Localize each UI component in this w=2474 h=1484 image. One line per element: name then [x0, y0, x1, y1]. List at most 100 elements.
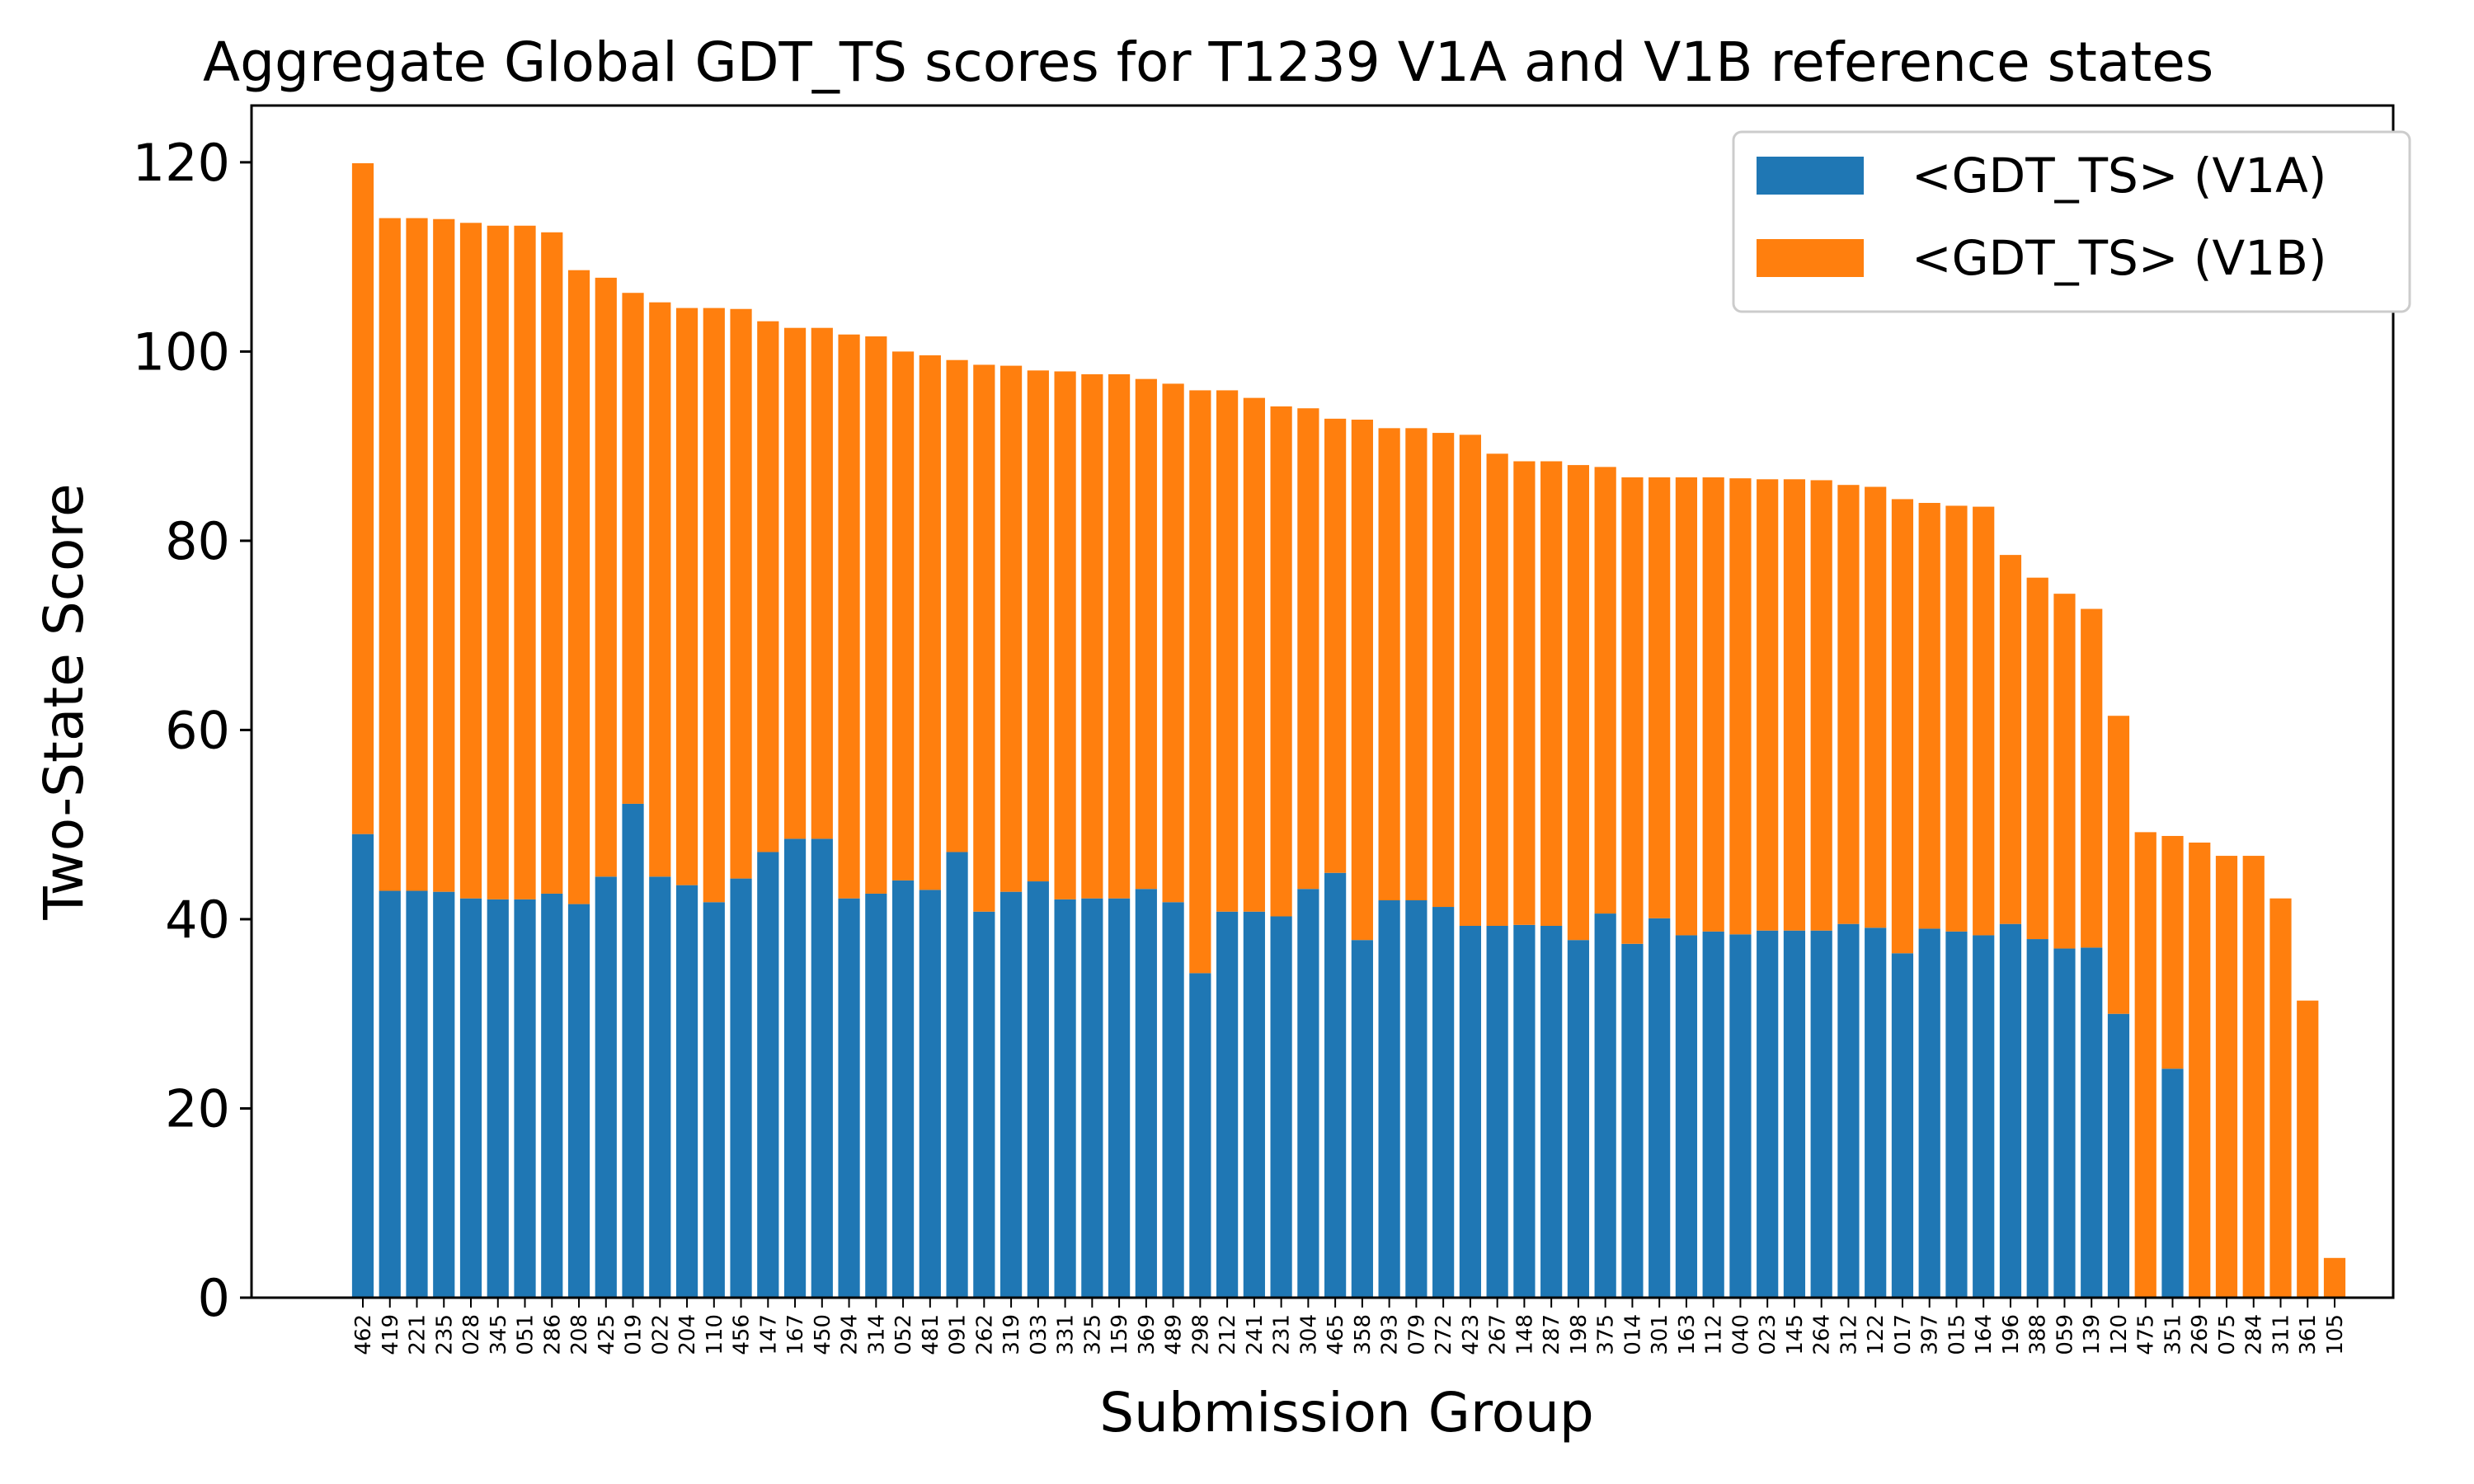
bar-v1b-105 — [2323, 1257, 2346, 1298]
bar-v1b-163 — [1675, 477, 1698, 936]
bar-v1b-272 — [1432, 433, 1455, 908]
bar-v1a-264 — [1810, 930, 1832, 1298]
bar-v1a-221 — [406, 890, 428, 1298]
bar-v1a-164 — [1973, 935, 1995, 1298]
bar-v1b-294 — [838, 334, 860, 899]
x-tick-label: 231 — [1270, 1314, 1295, 1355]
bar-v1a-163 — [1675, 935, 1698, 1298]
bar-v1a-159 — [1108, 898, 1131, 1298]
bar-v1b-033 — [1027, 370, 1049, 882]
x-tick-label: 462 — [351, 1314, 376, 1355]
bar-v1b-023 — [1757, 479, 1779, 931]
bar-v1b-465 — [1324, 418, 1347, 873]
bar-v1b-017 — [1891, 499, 1914, 954]
bar-v1a-262 — [973, 911, 995, 1298]
bar-v1a-112 — [1702, 931, 1724, 1298]
y-tick-label: 0 — [198, 1268, 230, 1328]
bar-v1b-014 — [1621, 477, 1644, 944]
x-tick-label: 293 — [1378, 1314, 1403, 1355]
bar-v1a-267 — [1486, 925, 1508, 1298]
bar-v1b-040 — [1729, 478, 1752, 935]
y-axis: 0 20 40 60 80 100 120 — [133, 133, 252, 1328]
x-tick-label: 051 — [514, 1314, 539, 1355]
bar-v1b-015 — [1945, 505, 1968, 932]
bar-v1a-059 — [2053, 948, 2076, 1298]
x-tick-label: 139 — [2080, 1314, 2105, 1355]
bar-v1b-293 — [1378, 428, 1400, 900]
bar-v1a-351 — [2161, 1068, 2184, 1298]
x-tick-label: 264 — [1810, 1314, 1835, 1355]
x-tick-label: 262 — [972, 1314, 997, 1355]
x-tick-label: 112 — [1702, 1314, 1727, 1355]
x-tick-label: 052 — [891, 1314, 916, 1355]
bar-v1a-145 — [1783, 930, 1806, 1298]
x-tick-label: 147 — [756, 1314, 781, 1355]
x-tick-label: 014 — [1620, 1314, 1645, 1355]
bar-v1b-319 — [999, 365, 1023, 892]
bar-v1a-198 — [1567, 940, 1590, 1298]
x-tick-label: 345 — [487, 1314, 511, 1355]
bar-v1b-369 — [1135, 378, 1157, 890]
bar-v1b-301 — [1649, 477, 1671, 918]
bar-v1b-022 — [649, 302, 671, 877]
legend-label-v1b: <GDT_TS> (V1B) — [1912, 230, 2327, 286]
x-tick-label: 167 — [783, 1314, 808, 1355]
bar-v1b-019 — [622, 293, 644, 804]
bar-v1b-304 — [1297, 408, 1319, 890]
x-tick-label: 287 — [1540, 1314, 1564, 1355]
bar-v1a-196 — [1999, 923, 2022, 1298]
bar-v1b-325 — [1081, 373, 1103, 899]
x-tick-label: 059 — [2053, 1314, 2077, 1355]
bar-v1b-147 — [757, 321, 779, 852]
x-tick-label: 314 — [864, 1314, 889, 1355]
x-tick-label: 369 — [1135, 1314, 1159, 1355]
x-tick-label: 079 — [1404, 1314, 1429, 1355]
x-tick-label: 023 — [1756, 1314, 1780, 1355]
bar-v1b-284 — [2242, 856, 2265, 1298]
x-tick-label: 145 — [1783, 1314, 1808, 1355]
x-tick-label: 294 — [838, 1314, 863, 1355]
x-tick-label: 033 — [1027, 1314, 1051, 1355]
x-tick-label: 361 — [2296, 1314, 2321, 1355]
bar-v1b-361 — [2297, 1000, 2319, 1298]
bar-v1a-293 — [1378, 900, 1400, 1298]
bar-v1a-298 — [1189, 973, 1211, 1298]
bar-v1b-269 — [2189, 842, 2211, 1298]
bar-v1b-419 — [379, 218, 401, 891]
x-tick-label: 269 — [2188, 1314, 2213, 1355]
bar-v1a-052 — [891, 880, 915, 1298]
x-tick-label: 148 — [1512, 1314, 1537, 1355]
bar-v1b-423 — [1459, 434, 1481, 926]
bar-v1b-287 — [1540, 461, 1563, 926]
bar-v1a-419 — [379, 890, 401, 1298]
chart-title: Aggregate Global GDT_TS scores for T1239… — [203, 31, 2213, 94]
bar-v1a-301 — [1649, 918, 1671, 1298]
x-tick-label: 298 — [1188, 1314, 1213, 1355]
bar-v1a-091 — [946, 852, 968, 1298]
x-tick-label: 388 — [2026, 1314, 2051, 1355]
x-tick-label: 312 — [1837, 1314, 1861, 1355]
x-tick-label: 284 — [2242, 1314, 2267, 1355]
bar-v1b-264 — [1810, 480, 1832, 931]
bar-v1b-262 — [973, 364, 995, 912]
bar-v1a-212 — [1216, 911, 1239, 1298]
x-tick-label: 022 — [648, 1314, 673, 1355]
x-tick-label: 241 — [1243, 1314, 1268, 1355]
bar-v1a-319 — [999, 891, 1023, 1298]
bar-v1a-014 — [1621, 943, 1644, 1298]
x-tick-label: 208 — [567, 1314, 592, 1355]
bar-v1b-450 — [811, 327, 833, 839]
bars-group — [351, 163, 2346, 1298]
x-tick-label: 019 — [622, 1314, 647, 1355]
bar-v1b-358 — [1351, 420, 1373, 941]
bar-v1a-204 — [675, 885, 698, 1298]
bar-v1b-375 — [1594, 467, 1616, 914]
bar-v1b-028 — [459, 223, 482, 899]
bar-v1a-019 — [622, 803, 644, 1298]
bar-v1b-051 — [514, 225, 536, 899]
x-tick-label: 425 — [595, 1314, 619, 1355]
bar-v1b-159 — [1108, 373, 1131, 899]
x-tick-label: 419 — [379, 1314, 403, 1355]
bar-v1a-304 — [1297, 889, 1319, 1298]
